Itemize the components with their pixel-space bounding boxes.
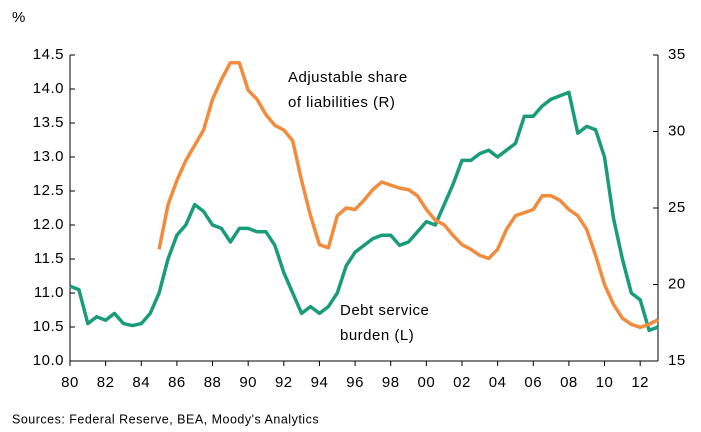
x-tick-label: 96 bbox=[346, 374, 364, 391]
x-tick-label: 02 bbox=[453, 374, 471, 391]
x-tick-label: 12 bbox=[631, 374, 649, 391]
x-tick-label: 90 bbox=[239, 374, 257, 391]
y-tick-label: 10.5 bbox=[33, 318, 64, 335]
x-tick-label: 80 bbox=[61, 374, 79, 391]
x-tick-label: 94 bbox=[311, 374, 329, 391]
x-tick-label: 08 bbox=[560, 374, 578, 391]
x-tick-label: 84 bbox=[132, 374, 150, 391]
y-tick-label: 11.0 bbox=[34, 284, 64, 301]
x-tick-label: 00 bbox=[418, 374, 436, 391]
y-axis-label: % bbox=[12, 9, 26, 26]
x-tick-label: 82 bbox=[97, 374, 115, 391]
x-tick-label: 92 bbox=[275, 374, 293, 391]
y-tick-label: 13.0 bbox=[33, 148, 64, 165]
x-tick-label: 98 bbox=[382, 374, 400, 391]
x-tick-label: 04 bbox=[489, 374, 507, 391]
y-tick-label: 14.0 bbox=[33, 80, 64, 97]
x-tick-label: 10 bbox=[596, 374, 614, 391]
series-line bbox=[157, 60, 659, 330]
x-tick-label: 86 bbox=[168, 374, 186, 391]
y-tick-label: 13.5 bbox=[33, 114, 64, 131]
y2-tick-label: 25 bbox=[668, 199, 686, 216]
x-tick-label: 06 bbox=[524, 374, 542, 391]
y-tick-label: 12.0 bbox=[33, 216, 64, 233]
y2-tick-label: 15 bbox=[668, 352, 686, 369]
source: Sources: Federal Reserve, BEA, Moody's A… bbox=[12, 412, 319, 426]
series-line bbox=[69, 90, 659, 333]
y-tick-label: 12.5 bbox=[33, 182, 64, 199]
annotation: burden (L) bbox=[340, 327, 414, 344]
y-tick-label: 11.5 bbox=[34, 250, 64, 267]
y-tick-label: 10.0 bbox=[33, 352, 64, 369]
y2-tick-label: 35 bbox=[668, 46, 686, 63]
y2-tick-label: 30 bbox=[668, 122, 686, 139]
x-tick-label: 88 bbox=[204, 374, 222, 391]
annotation: Adjustable share bbox=[288, 69, 408, 86]
annotation: Debt service bbox=[340, 302, 429, 319]
y-tick-label: 14.5 bbox=[33, 46, 64, 63]
annotation: of liabilities (R) bbox=[288, 94, 395, 111]
y2-tick-label: 20 bbox=[668, 275, 686, 292]
